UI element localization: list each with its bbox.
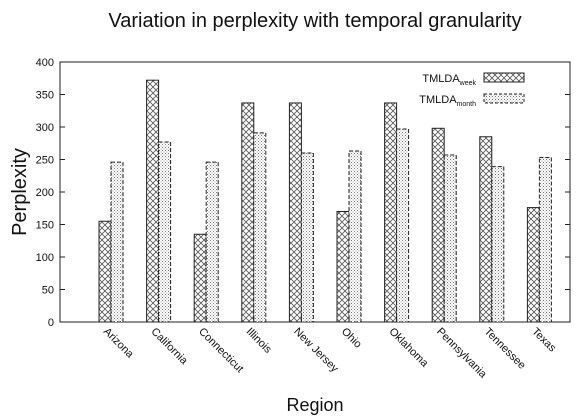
- legend-swatch-month: [483, 93, 525, 104]
- bar-week-oklahoma: [384, 102, 398, 323]
- legend-entry-month: TMLDAmonth: [419, 93, 525, 108]
- y-axis-label: Perplexity: [9, 148, 31, 236]
- bar-week-california: [146, 79, 160, 323]
- x-category-label: Arizona: [101, 326, 136, 361]
- bar-month-california: [158, 141, 172, 323]
- y-tick-label: 100: [36, 252, 54, 264]
- bar-month-oklahoma: [396, 128, 410, 323]
- bar-week-new-jersey: [288, 102, 302, 323]
- bar-month-new-jersey: [300, 152, 314, 323]
- y-tick-label: 250: [36, 155, 54, 167]
- y-tick-label: 300: [36, 122, 54, 134]
- bar-week-pennsylvania: [431, 127, 445, 323]
- y-axis-ticks: 0 50 100 150 200 250 300 350 400: [36, 57, 570, 329]
- y-tick-label: 0: [48, 317, 54, 329]
- bar-month-connecticut: [205, 161, 219, 323]
- bar-month-ohio: [348, 150, 362, 323]
- bar-month-pennsylvania: [443, 154, 457, 323]
- bar-month-illinois: [253, 132, 267, 323]
- x-category-label: Oklahoma: [386, 326, 431, 371]
- y-tick-label: 150: [36, 220, 54, 232]
- x-category-label: Pennsylvania: [434, 326, 489, 381]
- y-tick-label: 200: [36, 187, 54, 199]
- bar-week-illinois: [241, 102, 255, 323]
- x-category-label: Tennessee: [482, 326, 528, 372]
- bar-month-tennessee: [491, 166, 505, 323]
- x-category-label: Texas: [529, 326, 558, 355]
- bar-week-tennessee: [479, 136, 493, 323]
- legend: TMLDAweek TMLDAmonth: [419, 72, 525, 108]
- y-tick-label: 50: [42, 285, 54, 297]
- x-category-label: Illinois: [244, 326, 274, 356]
- x-category-label: California: [148, 326, 190, 368]
- bar-month-arizona: [110, 161, 124, 323]
- y-tick-label: 350: [36, 90, 54, 102]
- bar-week-texas: [526, 207, 540, 323]
- chart-title: Variation in perplexity with temporal gr…: [108, 10, 521, 32]
- bar-week-ohio: [336, 211, 350, 323]
- x-category-label: Ohio: [339, 326, 364, 351]
- bar-week-connecticut: [193, 233, 207, 323]
- bar-month-texas: [538, 157, 552, 323]
- x-category-label: Connecticut: [196, 326, 246, 376]
- legend-label-month: TMLDAmonth: [419, 94, 476, 108]
- legend-label-week: TMLDAweek: [422, 73, 476, 87]
- x-axis-label: Region: [286, 395, 343, 415]
- legend-swatch-week: [483, 72, 525, 83]
- bar-group: [98, 79, 552, 323]
- bar-week-arizona: [98, 220, 112, 323]
- x-category-label: New Jersey: [291, 326, 340, 375]
- y-tick-label: 400: [36, 57, 54, 69]
- legend-entry-week: TMLDAweek: [422, 72, 525, 87]
